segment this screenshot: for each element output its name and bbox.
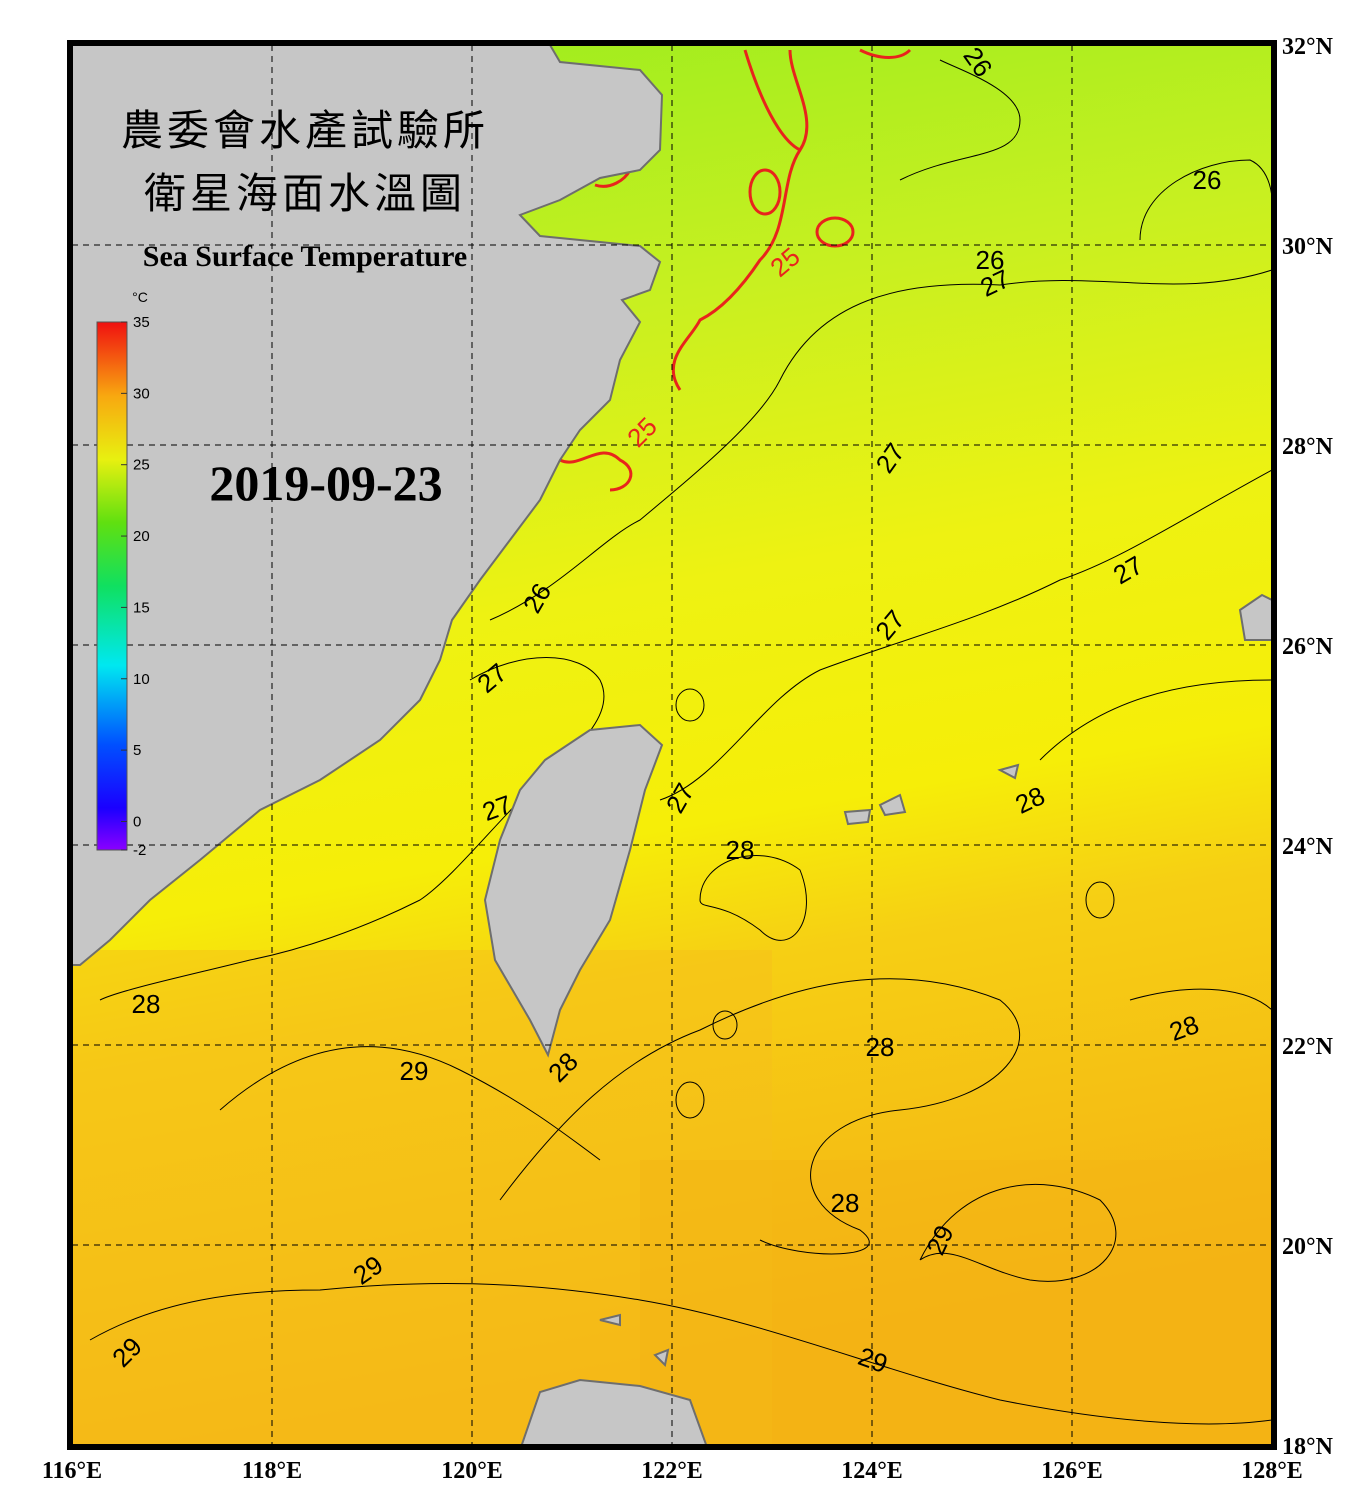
luzon <box>520 1378 708 1445</box>
colorbar-tick-label: 0 <box>133 813 141 830</box>
land <box>72 45 1272 1445</box>
lat-label: 18°N <box>1282 1434 1334 1460</box>
mainland <box>72 45 664 966</box>
colorbar-tick-label: 15 <box>133 599 150 616</box>
colorbar-tick-label: -2 <box>133 842 146 859</box>
contour-label: 29 <box>400 1056 429 1086</box>
colorbar-tick-label: 20 <box>133 528 150 545</box>
lon-label: 116°E <box>42 1458 102 1484</box>
islands <box>599 593 1272 1368</box>
title-line: 農委會水產試驗所 <box>121 108 489 155</box>
contour-label: 26 <box>1193 165 1222 195</box>
lon-label: 122°E <box>641 1458 703 1484</box>
contour-label: 26 <box>976 245 1005 275</box>
colorbar <box>96 321 128 851</box>
lat-label: 20°N <box>1282 1234 1334 1260</box>
lat-label: 24°N <box>1282 834 1334 860</box>
lon-label: 120°E <box>441 1458 503 1484</box>
warm-area <box>72 950 772 1445</box>
colorbar-tick-label: 5 <box>133 742 141 759</box>
contour-label: 28 <box>866 1032 895 1062</box>
grid <box>72 45 1272 1445</box>
taiwan <box>483 723 664 1058</box>
colorbar-tick-label: 10 <box>133 671 150 688</box>
colorbar-tick-label: 35 <box>133 314 150 331</box>
warm-area <box>640 1160 1272 1445</box>
contour-label: 28 <box>132 989 161 1019</box>
map-frame <box>67 40 1277 1450</box>
isotherm-25 <box>559 48 912 492</box>
axes: 116°E 118°E 120°E 122°E 124°E 126°E 128°E 32°N 3… <box>42 34 1334 1484</box>
colorbar-tick-label: 25 <box>133 457 150 474</box>
contour-label: 28 <box>726 835 755 865</box>
colorbar-tick-label: 30 <box>133 385 150 402</box>
lat-label: 30°N <box>1282 234 1334 260</box>
colorbar-unit: °C <box>132 289 148 305</box>
lon-label: 128°E <box>1241 1458 1303 1484</box>
lat-label: 32°N <box>1282 34 1334 60</box>
subtitle: Sea Surface Temperature <box>143 240 467 273</box>
lat-label: 26°N <box>1282 634 1334 660</box>
lat-label: 28°N <box>1282 434 1334 460</box>
title-line: 衛星海面水溫圖 <box>144 172 466 218</box>
lon-label: 124°E <box>841 1458 903 1484</box>
date: 2019-09-23 <box>209 455 442 511</box>
contour-label: 28 <box>831 1188 860 1218</box>
lat-label: 22°N <box>1282 1034 1334 1060</box>
lon-label: 126°E <box>1041 1458 1103 1484</box>
isotherms <box>89 59 1272 1425</box>
lon-label: 118°E <box>242 1458 302 1484</box>
